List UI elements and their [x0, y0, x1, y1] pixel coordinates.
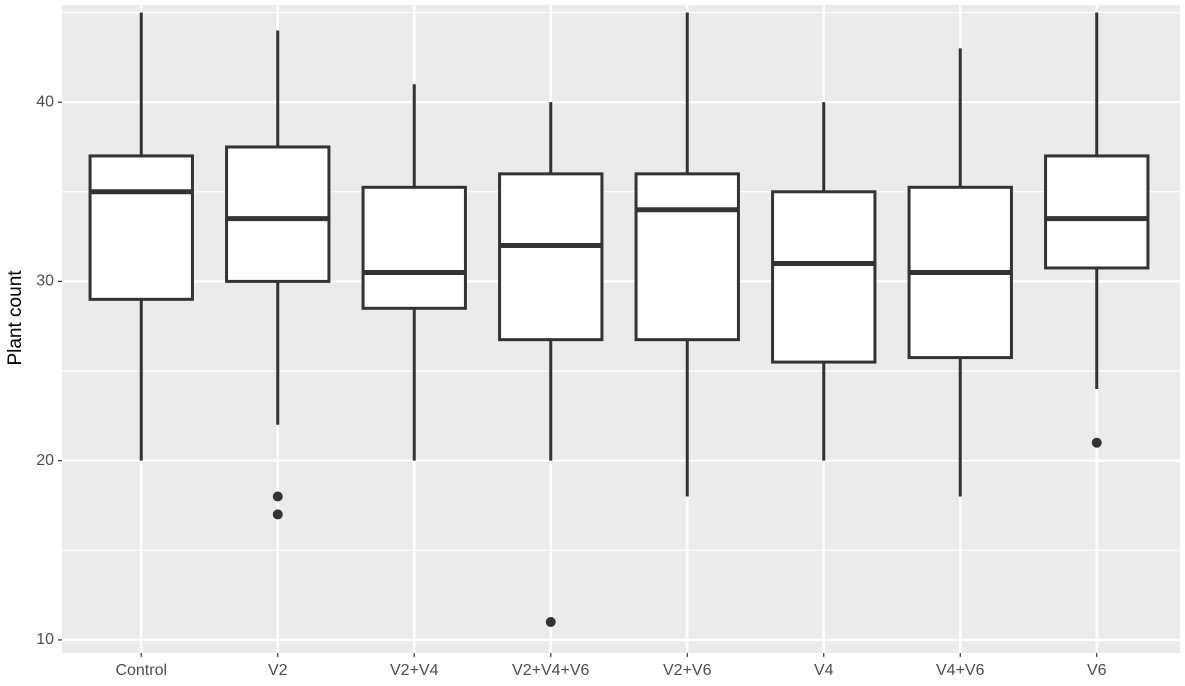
box — [361, 185, 467, 310]
x-tick-label: V2+V4 — [390, 662, 439, 679]
box — [634, 172, 740, 342]
outlier — [272, 491, 283, 502]
box — [1044, 154, 1150, 270]
x-tick-label: V4 — [814, 662, 834, 679]
x-tick-label: V4+V6 — [936, 662, 985, 679]
box — [498, 172, 604, 342]
x-tick-label: V2+V4+V6 — [512, 662, 590, 679]
outlier — [545, 616, 556, 627]
x-tick-label: V2 — [268, 662, 288, 679]
x-tick-label: V6 — [1087, 662, 1107, 679]
y-axis-label: Plant count — [5, 270, 26, 366]
box — [225, 145, 331, 283]
x-tick-label: Control — [115, 662, 167, 679]
y-tick-label: 40 — [36, 93, 54, 110]
box — [88, 154, 194, 301]
y-tick-label: 10 — [36, 631, 54, 648]
box — [771, 190, 877, 364]
outlier — [1091, 437, 1102, 448]
y-tick-label: 30 — [36, 273, 54, 290]
x-tick-label: V2+V6 — [663, 662, 712, 679]
y-tick-label: 20 — [36, 452, 54, 469]
outlier — [272, 509, 283, 520]
